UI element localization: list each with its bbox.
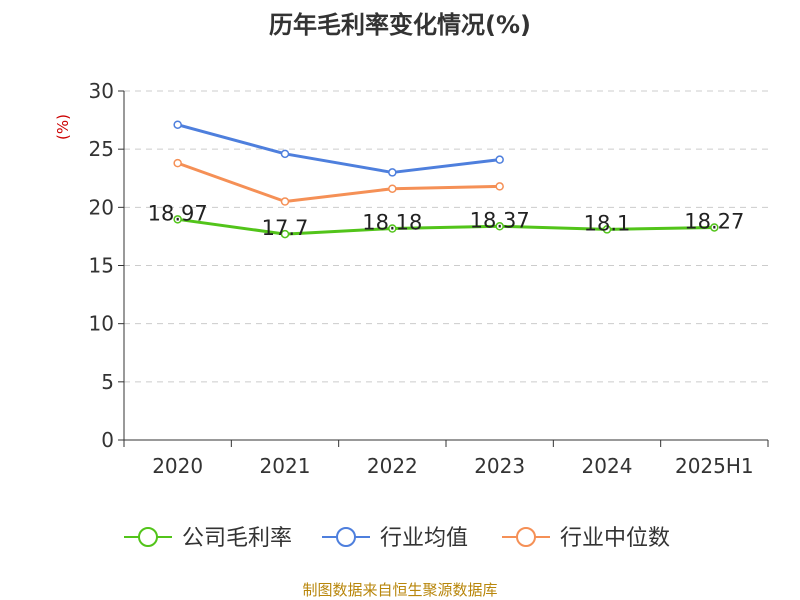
data-label: 17.7: [262, 216, 309, 240]
y-tick-label: 25: [89, 137, 114, 161]
y-tick-label: 10: [89, 312, 114, 336]
data-point: [495, 222, 504, 231]
x-tick-label: 2024: [582, 454, 633, 478]
chart-title: 历年毛利率变化情况(%): [269, 11, 531, 39]
x-tick-label: 2023: [474, 454, 525, 478]
data-point: [602, 225, 612, 234]
x-tick-label: 2020: [152, 454, 203, 478]
grid-layer: [124, 90, 768, 383]
legend-marker: [336, 527, 356, 547]
legend-marker: [516, 527, 536, 547]
y-tick-label: 15: [89, 254, 114, 278]
y-axis-label: (%): [54, 114, 72, 140]
data-point: [173, 158, 182, 168]
x-tick-label: 2022: [367, 454, 418, 478]
y-tick-label: 5: [101, 370, 114, 394]
data-label: 18.27: [684, 209, 744, 233]
series-line: [176, 161, 502, 204]
legend-label: 行业均值: [380, 526, 468, 551]
data-point: [173, 215, 182, 224]
y-tick-label: 0: [101, 428, 114, 452]
data-label: 18.18: [362, 211, 422, 235]
data-point: [173, 120, 182, 129]
data-point: [280, 229, 290, 239]
x-tick-label: 2021: [260, 454, 311, 478]
data-label: 18.37: [470, 208, 530, 232]
data-point: [388, 184, 397, 193]
data-label: 18.1: [584, 211, 631, 235]
axes-layer: 0 5 10 15 20 25 30 2020 2021 2022 2023 2024 2025H1: [89, 79, 769, 478]
data-point: [495, 155, 504, 164]
data-point: [280, 149, 290, 159]
data-point: [280, 197, 290, 206]
data-point: [710, 223, 719, 232]
y-tick-label: 30: [89, 79, 114, 103]
data-point: [495, 182, 504, 191]
data-labels-layer: 18.97 17.7 18.18 18.37 18.1 18.27: [148, 201, 745, 240]
x-tick-label: 2025H1: [675, 454, 754, 478]
legend-label: 公司毛利率: [182, 526, 292, 551]
series-line: [176, 123, 502, 174]
legend-label: 行业中位数: [560, 526, 670, 551]
series-line: [176, 217, 716, 236]
data-point: [388, 224, 397, 233]
y-tick-label: 20: [89, 195, 114, 219]
series-layer: [173, 120, 719, 239]
data-label: 18.97: [148, 201, 208, 225]
legend-marker: [138, 527, 158, 547]
legend: 公司毛利率 行业均值 行业中位数: [124, 526, 670, 551]
source-note: 制图数据来自恒生聚源数据库: [302, 581, 497, 599]
data-point: [388, 168, 397, 177]
